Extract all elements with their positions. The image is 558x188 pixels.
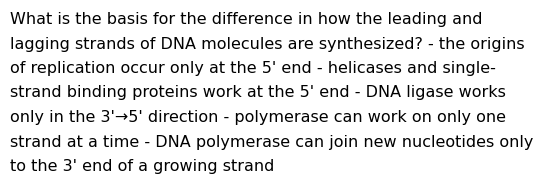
Text: lagging strands of DNA molecules are synthesized? - the origins: lagging strands of DNA molecules are syn… bbox=[10, 36, 525, 52]
Text: strand binding proteins work at the 5' end - DNA ligase works: strand binding proteins work at the 5' e… bbox=[10, 86, 506, 101]
Text: What is the basis for the difference in how the leading and: What is the basis for the difference in … bbox=[10, 12, 483, 27]
Text: to the 3' end of a growing strand: to the 3' end of a growing strand bbox=[10, 159, 275, 174]
Text: strand at a time - DNA polymerase can join new nucleotides only: strand at a time - DNA polymerase can jo… bbox=[10, 134, 533, 149]
Text: of replication occur only at the 5' end - helicases and single-: of replication occur only at the 5' end … bbox=[10, 61, 496, 76]
Text: only in the 3'→5' direction - polymerase can work on only one: only in the 3'→5' direction - polymerase… bbox=[10, 110, 506, 125]
